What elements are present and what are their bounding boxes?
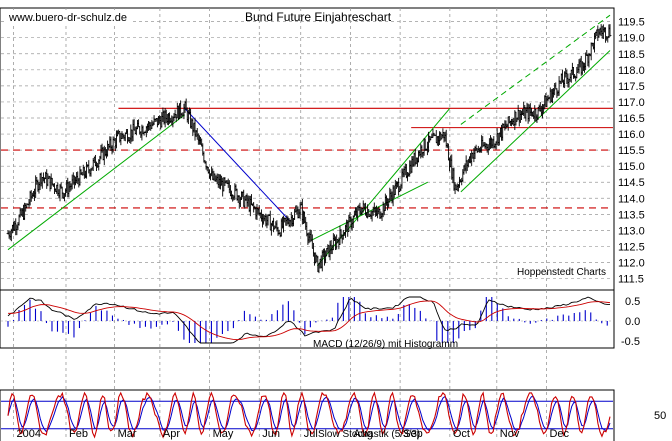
price-ytick-label: 119.0 xyxy=(618,33,645,45)
price-ytick-label: 113.5 xyxy=(618,209,645,221)
macd-title: MACD (12/26/9) mit Histogramm xyxy=(313,339,458,350)
x-month-label: Feb xyxy=(69,428,88,440)
price-ytick-label: 114.0 xyxy=(618,193,645,205)
price-chart-title: Bund Future Einjahreschart xyxy=(245,10,392,24)
macd-ytick-label: 0.5 xyxy=(625,296,640,308)
chart-credit: Hoppenstedt Charts xyxy=(517,267,606,278)
price-ytick-label: 114.5 xyxy=(618,177,645,189)
source-label: www.buero-dr-schulz.de xyxy=(8,12,127,24)
x-month-label: Aug xyxy=(353,428,373,440)
x-month-label: 2004 xyxy=(17,428,41,440)
x-month-label: Apr xyxy=(163,428,180,440)
x-month-label: May xyxy=(213,428,234,440)
stoch-d-line xyxy=(7,395,611,433)
price-ytick-label: 117.5 xyxy=(618,81,645,93)
price-ytick-label: 115.0 xyxy=(618,161,645,173)
stoch-panel-frame xyxy=(0,389,615,441)
trend-line-5 xyxy=(460,14,611,125)
x-month-label: Dec xyxy=(549,428,569,440)
stoch-k-line xyxy=(7,390,611,439)
macd-ytick-label: -0.5 xyxy=(621,336,640,348)
x-month-label: Jun xyxy=(262,428,280,440)
price-ytick-label: 118.0 xyxy=(618,65,645,77)
source-label-bg xyxy=(6,10,131,25)
macd-line xyxy=(7,296,611,344)
price-layer xyxy=(6,24,612,274)
price-bar xyxy=(608,24,612,37)
macd-panel-frame xyxy=(0,289,615,349)
stoch-layer xyxy=(1,390,613,439)
x-month-label: Mar xyxy=(118,428,137,440)
trend-layer xyxy=(7,14,611,267)
macd-layer xyxy=(1,296,613,344)
price-ytick-label: 116.0 xyxy=(618,129,645,141)
price-ytick-label: 116.5 xyxy=(618,113,645,125)
trend-line-3 xyxy=(311,181,428,241)
y-ticks-layer: 119.5 119.0 118.5 118.0 117.5 117.0 116.5 116.0… xyxy=(618,17,666,422)
macd-signal-line xyxy=(7,300,611,341)
x-month-label: Oct xyxy=(453,428,470,440)
x-month-label: Sep xyxy=(403,428,423,440)
x-month-label: Jul xyxy=(304,428,318,440)
price-ytick-label: 113.0 xyxy=(618,225,645,237)
stoch-title: Slow Stochastik (5/3/3) xyxy=(318,429,420,440)
x-month-label: Nov xyxy=(500,428,520,440)
price-ytick-label: 118.5 xyxy=(618,49,645,61)
price-ytick-label: 115.5 xyxy=(618,145,645,157)
price-ytick-label: 112.0 xyxy=(618,258,645,270)
price-ytick-label: 111.5 xyxy=(618,274,644,286)
price-ytick-label: 119.5 xyxy=(618,17,645,29)
stoch-ytick-label: 50 xyxy=(654,410,666,422)
price-ytick-label: 117.0 xyxy=(618,97,645,109)
trend-line-2 xyxy=(316,108,451,267)
trend-line-1 xyxy=(184,108,291,222)
price-ytick-label: 112.5 xyxy=(618,241,645,253)
macd-ytick-label: 0.0 xyxy=(625,316,640,328)
trend-line-0 xyxy=(7,114,186,251)
x-ticks-layer: 2004 Feb Mar Apr May Jun Jul Aug Sep Oct Nov Dec xyxy=(17,428,570,440)
